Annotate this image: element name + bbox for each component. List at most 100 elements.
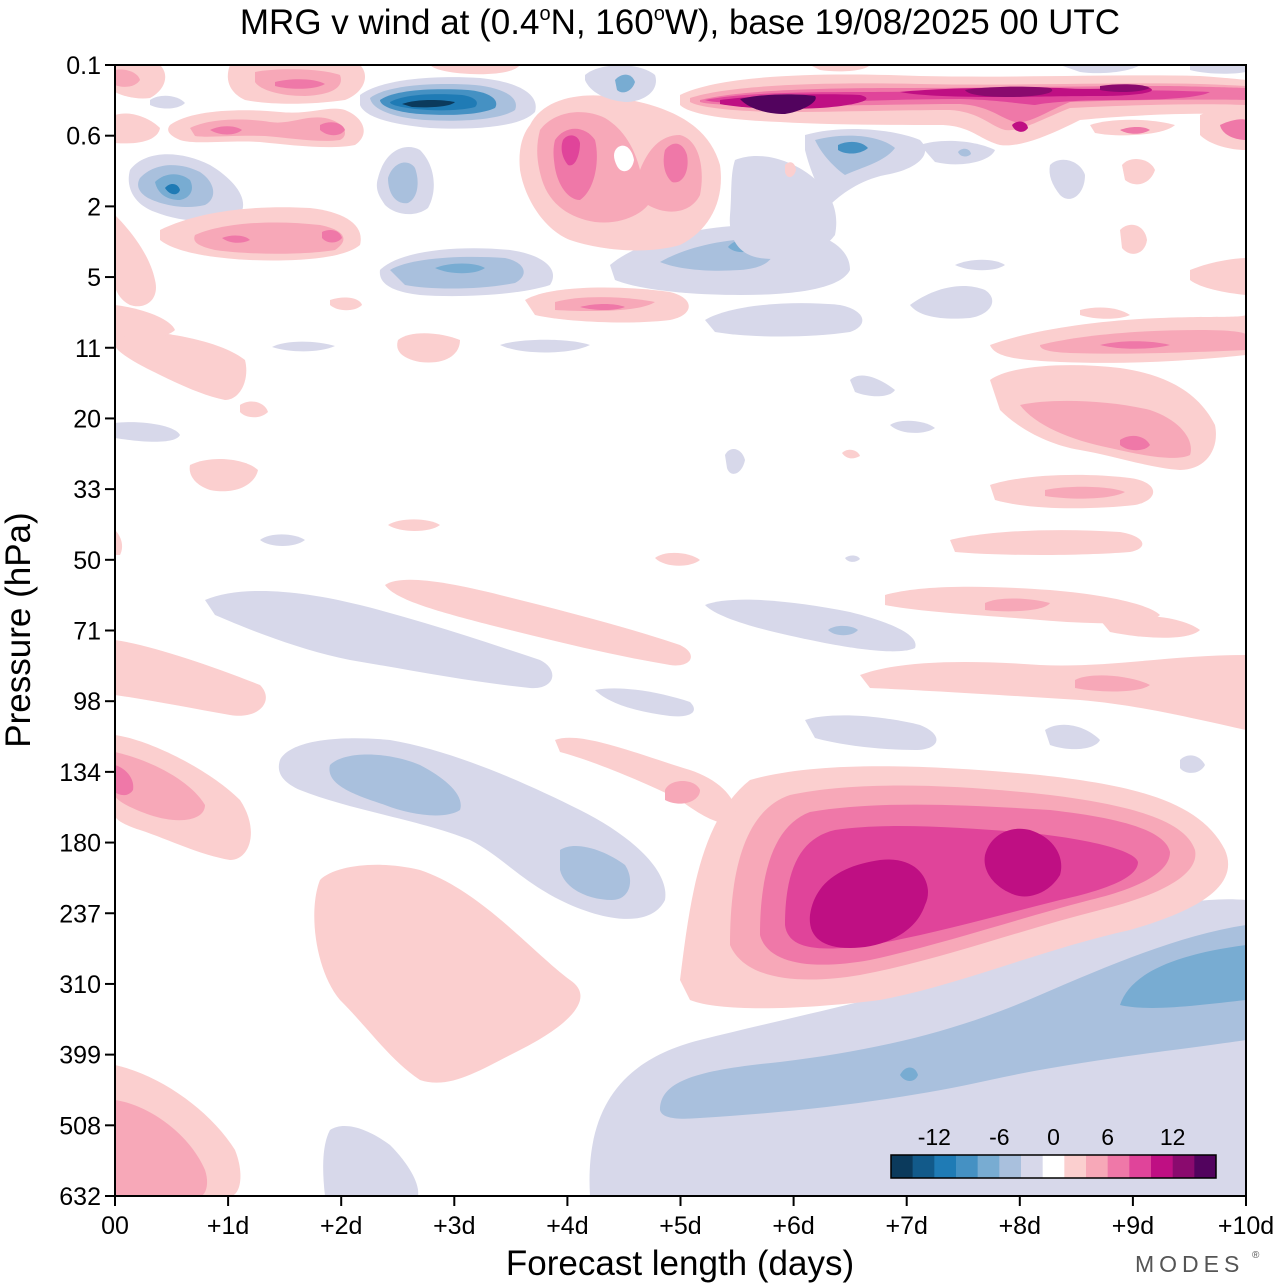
contour-pos-ribbon-9 (1100, 84, 1150, 93)
contour-neg-2-right (1049, 159, 1085, 199)
contour-neg-upper-tongue-3 (838, 141, 868, 154)
contour-pos-2-spot (1122, 158, 1155, 185)
contour-neg-11-b (500, 339, 590, 353)
contour-neg-stub-1 (323, 1125, 419, 1196)
colorbar-label: 12 (1160, 1124, 1186, 1150)
contour-neg-lower-band-3 (1120, 945, 1246, 1008)
contour-pos-top-3 (430, 65, 520, 75)
contour-neg-134-c (1180, 755, 1205, 773)
contour-pos-33-dot (388, 519, 440, 531)
contour-pos-98-right (860, 655, 1246, 730)
contour-pos-blob-6 (984, 828, 1062, 897)
colorbar-swatch (1064, 1155, 1087, 1178)
colorbar-swatch (1042, 1155, 1065, 1178)
x-tick-label: +3d (433, 1212, 475, 1240)
contour-neg-71-dot (828, 625, 858, 636)
contour-pos-06-band-2 (190, 117, 345, 141)
x-tick-label: 00 (101, 1212, 129, 1240)
contour-pos-50-band (385, 579, 691, 666)
x-tick-label: +2d (320, 1212, 362, 1240)
y-tick-label: 632 (59, 1183, 101, 1211)
contour-pos-06-right-2 (1220, 119, 1246, 140)
contour-pos-11-band-3 (1100, 341, 1170, 349)
y-tick-label: 508 (59, 1112, 101, 1140)
contour-neg-2-5d-2 (388, 162, 418, 204)
contour-neg-71-right (705, 599, 916, 652)
contour-neg-50-dot (260, 534, 305, 546)
colorbar-swatch (1194, 1155, 1217, 1178)
colorbar-swatch (1086, 1155, 1108, 1178)
x-tick-label: +7d (885, 1212, 927, 1240)
contour-neg-20-b (890, 420, 935, 433)
contour-pos-06-band-3 (210, 126, 242, 135)
contour-pos-71-far (1100, 615, 1200, 638)
y-tick-label: 98 (73, 688, 101, 716)
y-axis-label: Pressure (hPa) (0, 512, 38, 747)
contour-neg-5-left-3 (435, 263, 485, 274)
y-tick-label: 0.6 (66, 123, 101, 151)
x-tick-label: +9d (1112, 1212, 1154, 1240)
contour-neg-top-r2 (1190, 65, 1246, 74)
contour-pos-71-right-2 (985, 598, 1050, 612)
registered-mark: ® (1252, 1250, 1260, 1261)
contour-pos-11-left (115, 330, 247, 400)
chart-title: MRG v wind at (0.4oN, 160oW), base 19/08… (240, 3, 1120, 42)
colorbar-swatch (891, 1155, 913, 1178)
contour-pos-20-band-3 (1120, 435, 1150, 451)
x-axis-label: Forecast length (days) (506, 1244, 854, 1283)
contour-neg-top-mid-2 (615, 74, 635, 93)
contour-pos-33-tiny (842, 449, 860, 459)
contour-pos-left-band-3hpa-2 (194, 222, 344, 254)
contour-pos-4d-hole (614, 145, 634, 172)
y-axis: 0.1 0.6 2 5 11 20 33 50 71 98 134 180 237 310 399 508 63… (59, 52, 115, 1211)
contour-neg-134-b (1045, 724, 1100, 750)
contour-neg-20-left (115, 422, 180, 442)
contour-pos-left-2 (115, 752, 205, 821)
contour-neg-8-right-2 (910, 285, 993, 319)
colorbar-swatch (999, 1155, 1022, 1178)
y-tick-label: 310 (59, 971, 101, 999)
contour-pos-upper-r2 (785, 162, 796, 178)
colorbar-swatch (1129, 1155, 1152, 1178)
colorbar-swatch (1021, 1155, 1043, 1178)
contour-neg-upper-tongue-2 (815, 135, 895, 175)
colorbar-label: 6 (1101, 1124, 1114, 1150)
y-tick-label: 2 (87, 193, 101, 221)
y-tick-label: 50 (73, 547, 101, 575)
contour-neg-upper-r1-dot (958, 148, 971, 157)
contour-neg-lower-band-2 (660, 925, 1246, 1119)
contour-pos-lower-left-2 (115, 1100, 208, 1196)
contour-pos-mid-left (314, 864, 581, 1083)
colorbar-label: -12 (918, 1124, 951, 1150)
colorbar-swatch (1172, 1155, 1195, 1178)
contour-pos-06-band-4 (320, 122, 345, 136)
contour-neg-71-band (205, 590, 553, 689)
contour-pos-ribbon-7 (740, 94, 816, 114)
x-tick-label: +5d (659, 1212, 701, 1240)
contour-neg-upper-r1 (920, 140, 995, 165)
colorbar-frame (890, 1154, 1217, 1179)
contour-pos-left-98 (115, 640, 266, 716)
colorbar-labels: -12 -6 0 6 12 (918, 1124, 1186, 1150)
y-tick-label: 237 (59, 900, 101, 928)
contour-neg-33 (725, 448, 745, 474)
contour-neg-5-right (955, 259, 1005, 271)
y-tick-label: 134 (59, 759, 101, 787)
contour-pos-8-right (1080, 307, 1130, 319)
contour-pos-33-band-2 (1045, 486, 1125, 499)
contour-pos-8-left (115, 305, 175, 338)
x-axis: 00 +1d +2d +3d +4d +5d +6d +7d +8d +9d +10d (101, 1196, 1274, 1240)
contour-pos-33-left (189, 458, 258, 492)
colorbar-label: 0 (1047, 1124, 1060, 1150)
contour-pos-blob-5 (809, 859, 928, 948)
contour-neg-small-dot (900, 1067, 918, 1081)
contour-pos-ribbon-8 (965, 86, 1053, 97)
colorbar (890, 1154, 1217, 1179)
colorbar-label: -6 (989, 1124, 1009, 1150)
contour-pos-4d-blob-5 (561, 135, 580, 166)
contour-neg-20 (850, 375, 895, 397)
colorbar-swatch (977, 1155, 1000, 1178)
modes-logo: MODES (1135, 1251, 1244, 1277)
contour-pos-left-3 (115, 765, 134, 796)
contour-neg-50-tiny (845, 555, 860, 562)
